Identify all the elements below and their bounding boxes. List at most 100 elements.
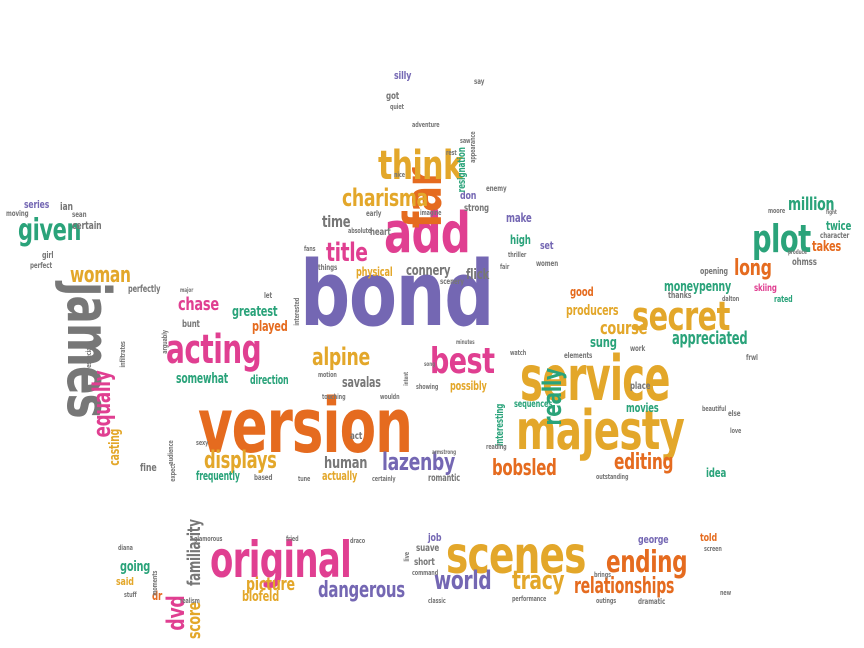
word-armstrong: armstrong — [432, 449, 456, 456]
word-given: given — [18, 213, 82, 248]
word-job: job — [428, 531, 442, 544]
word-said: said — [116, 575, 134, 588]
word-produce: produce — [788, 249, 807, 256]
word-secret: secret — [632, 294, 730, 340]
word-heart: heart — [370, 227, 391, 238]
word-rated: rated — [774, 295, 793, 305]
word-savalas: savalas — [342, 375, 381, 391]
word-twice: twice — [826, 219, 852, 233]
word-imagine: imagine — [420, 209, 442, 217]
word-resignation: resignation — [455, 147, 468, 193]
word-realism: realism — [180, 597, 200, 605]
word-displays: displays — [204, 446, 277, 474]
word-got: got — [386, 91, 400, 102]
word-interesting: interesting — [493, 403, 506, 447]
word-appearance: appearance — [469, 131, 477, 163]
word-takes: takes — [812, 239, 842, 255]
word-suave: suave — [416, 543, 440, 554]
word-frequently: frequently — [196, 469, 240, 483]
word-especially: especially — [85, 341, 93, 368]
word-world: world — [434, 566, 492, 596]
word-dangerous: dangerous — [318, 578, 405, 603]
word-charisma: charisma — [342, 184, 428, 212]
word-watch: watch — [510, 349, 527, 357]
word-possibly: possibly — [450, 379, 487, 393]
word-relationships: relationships — [574, 574, 675, 599]
word-don: don — [460, 189, 477, 202]
word-bunt: bunt — [182, 319, 200, 330]
word-perfectly: perfectly — [128, 284, 161, 295]
word-early: early — [366, 209, 382, 218]
word-arguably: arguably — [161, 330, 169, 354]
word-act: act — [350, 431, 363, 442]
word-nice: nice — [394, 171, 406, 179]
word-showing: showing — [416, 383, 439, 391]
word-girl: girl — [42, 251, 54, 261]
word-things: things — [318, 263, 338, 272]
word-idea: idea — [706, 466, 727, 480]
word-adventure: adventure — [412, 121, 440, 129]
word-opening: opening — [700, 267, 728, 277]
word-else: else — [728, 409, 741, 418]
word-plot: plot — [752, 217, 811, 261]
word-minutes: minutes — [456, 339, 475, 346]
word-thriller: thriller — [508, 251, 527, 259]
word-connery: connery — [406, 263, 451, 279]
word-silly: silly — [394, 69, 412, 82]
word-think: think — [378, 143, 463, 189]
word-really: really — [538, 368, 568, 426]
word-bond: bond — [300, 242, 495, 347]
word-title: title — [326, 238, 368, 268]
word-sung: sung — [590, 335, 617, 351]
word-sequences: sequences — [514, 399, 553, 410]
word-perfect: perfect — [30, 261, 53, 270]
word-expect: expect — [169, 463, 177, 482]
word-skiing: skiing — [754, 283, 777, 294]
word-flick: flick — [466, 267, 489, 283]
word-fine: fine — [140, 461, 157, 474]
word-motion: motion — [318, 371, 337, 379]
word-absolute: absolute — [348, 227, 372, 235]
word-add: add — [384, 201, 471, 266]
word-series: series — [24, 198, 50, 211]
word-ending: ending — [606, 545, 688, 580]
word-ohmss: ohmss — [792, 257, 817, 268]
word-enemy: enemy — [486, 184, 507, 193]
word-glamorous: glamorous — [194, 535, 223, 543]
word-million: million — [788, 194, 835, 215]
word-place: place — [630, 381, 651, 392]
word-movies: movies — [626, 401, 659, 415]
word-rest: rest — [446, 149, 457, 157]
word-song: song — [424, 361, 436, 368]
word-infiltrates: infiltrates — [119, 341, 127, 368]
word-frwl: frwl — [746, 353, 758, 362]
word-best: best — [430, 341, 495, 382]
word-quiet: quiet — [390, 103, 404, 111]
word-new: new — [720, 589, 732, 597]
word-intent: intent — [403, 371, 410, 386]
word-moments: moments — [151, 570, 159, 596]
word-make: make — [506, 211, 532, 225]
word-women: women — [536, 259, 559, 268]
word-time: time — [322, 212, 351, 231]
word-chase: chase — [178, 294, 219, 315]
word-physical: physical — [356, 265, 393, 279]
word-sexy: sexy — [196, 439, 209, 447]
word-editing: editing — [614, 450, 674, 475]
word-wouldn: wouldn — [380, 393, 400, 401]
word-score: score — [184, 601, 205, 640]
word-let: let — [264, 291, 273, 300]
word-work: work — [630, 344, 646, 353]
word-played: played — [252, 319, 288, 335]
word-direction: direction — [250, 373, 289, 387]
word-brings: brings — [594, 571, 611, 579]
word-set: set — [540, 239, 554, 252]
word-somewhat: somewhat — [176, 371, 229, 387]
word-touching: touching — [322, 393, 346, 401]
word-stuff: stuff — [124, 591, 137, 599]
word-woman: woman — [70, 263, 131, 288]
word-performance: performance — [512, 595, 547, 603]
word-interested: interested — [293, 297, 301, 326]
word-beautiful: beautiful — [702, 405, 727, 413]
